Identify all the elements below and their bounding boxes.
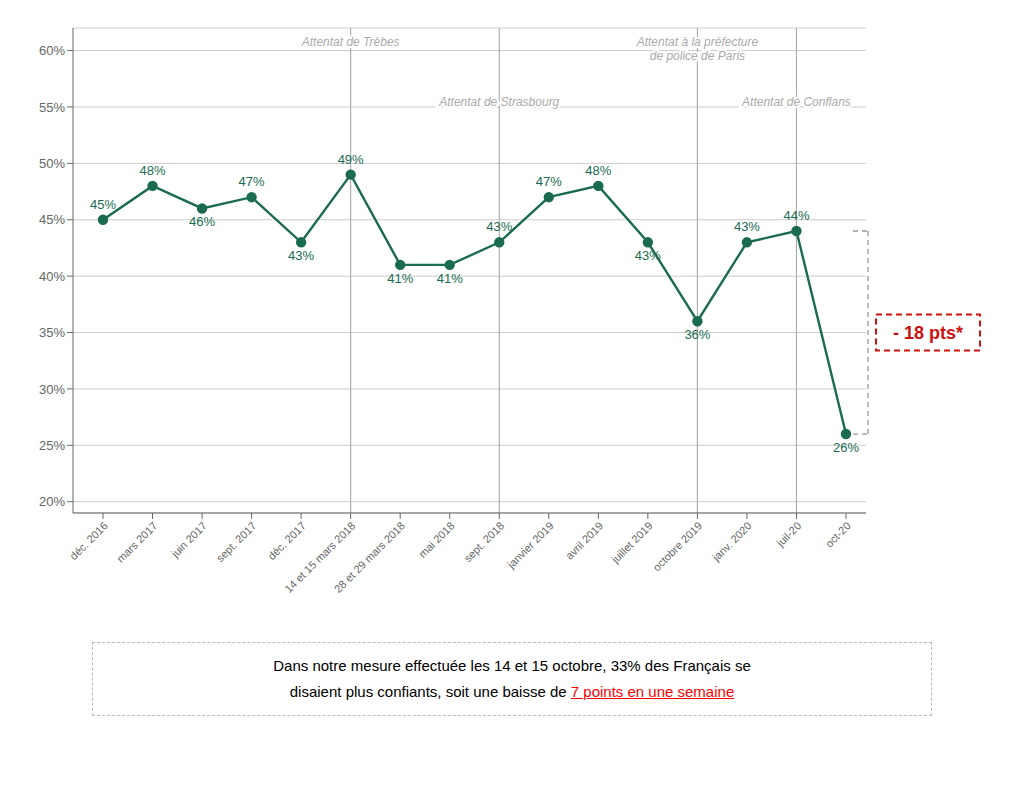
svg-text:40%: 40% — [39, 269, 65, 284]
svg-text:déc. 2017: déc. 2017 — [265, 519, 308, 562]
html-text:Dans notre mesure effectuée le: Dans notre mesure effectuée les 14 et 15… — [273, 657, 751, 674]
svg-text:avril 2019: avril 2019 — [563, 519, 605, 561]
svg-text:déc. 2016: déc. 2016 — [67, 519, 110, 562]
svg-text:41%: 41% — [437, 271, 463, 286]
svg-text:48%: 48% — [140, 163, 166, 178]
svg-text:35%: 35% — [39, 325, 65, 340]
svg-text:juin 2017: juin 2017 — [168, 519, 209, 560]
svg-text:36%: 36% — [684, 327, 710, 342]
svg-text:25%: 25% — [39, 438, 65, 453]
svg-text:Attentat à la préfecturede pol: Attentat à la préfecturede police de Par… — [636, 35, 759, 63]
svg-text:49%: 49% — [338, 152, 364, 167]
svg-text:45%: 45% — [39, 212, 65, 227]
svg-text:Attentat de Trèbes: Attentat de Trèbes — [301, 35, 400, 49]
svg-text:Attentat de Conflans: Attentat de Conflans — [741, 95, 851, 109]
svg-text:Attentat de Strasbourg: Attentat de Strasbourg — [438, 95, 559, 109]
svg-text:20%: 20% — [39, 494, 65, 509]
svg-text:janv. 2020: janv. 2020 — [709, 519, 754, 564]
svg-text:sept. 2017: sept. 2017 — [214, 519, 259, 564]
svg-text:47%: 47% — [536, 174, 562, 189]
svg-text:50%: 50% — [39, 156, 65, 171]
svg-text:55%: 55% — [39, 100, 65, 115]
svg-text:26%: 26% — [833, 440, 859, 455]
svg-text:juil-20: juil-20 — [773, 519, 803, 549]
svg-text:48%: 48% — [585, 163, 611, 178]
svg-text:28 et 29 mars 2018: 28 et 29 mars 2018 — [332, 519, 408, 595]
svg-text:43%: 43% — [635, 248, 661, 263]
svg-text:sept. 2018: sept. 2018 — [461, 519, 506, 564]
svg-text:- 18 pts*: - 18 pts* — [893, 323, 963, 343]
html-text:disaient plus confiants, soit: disaient plus confiants, soit une baisse… — [289, 683, 735, 700]
svg-text:janvier 2019: janvier 2019 — [504, 519, 556, 571]
svg-text:30%: 30% — [39, 382, 65, 397]
svg-text:octobre 2019: octobre 2019 — [650, 519, 704, 573]
svg-text:43%: 43% — [288, 248, 314, 263]
svg-text:47%: 47% — [239, 174, 265, 189]
svg-text:60%: 60% — [39, 43, 65, 58]
svg-text:juillet 2019: juillet 2019 — [608, 519, 654, 565]
svg-text:oct-20: oct-20 — [823, 519, 853, 549]
svg-text:14 et 15 mars 2018: 14 et 15 mars 2018 — [282, 519, 358, 595]
svg-text:mars 2017: mars 2017 — [114, 519, 159, 564]
svg-text:43%: 43% — [734, 219, 760, 234]
svg-text:41%: 41% — [387, 271, 413, 286]
svg-text:46%: 46% — [189, 214, 215, 229]
svg-text:45%: 45% — [90, 197, 116, 212]
svg-text:44%: 44% — [783, 208, 809, 223]
svg-text:43%: 43% — [486, 219, 512, 234]
svg-text:mai 2018: mai 2018 — [416, 519, 456, 559]
